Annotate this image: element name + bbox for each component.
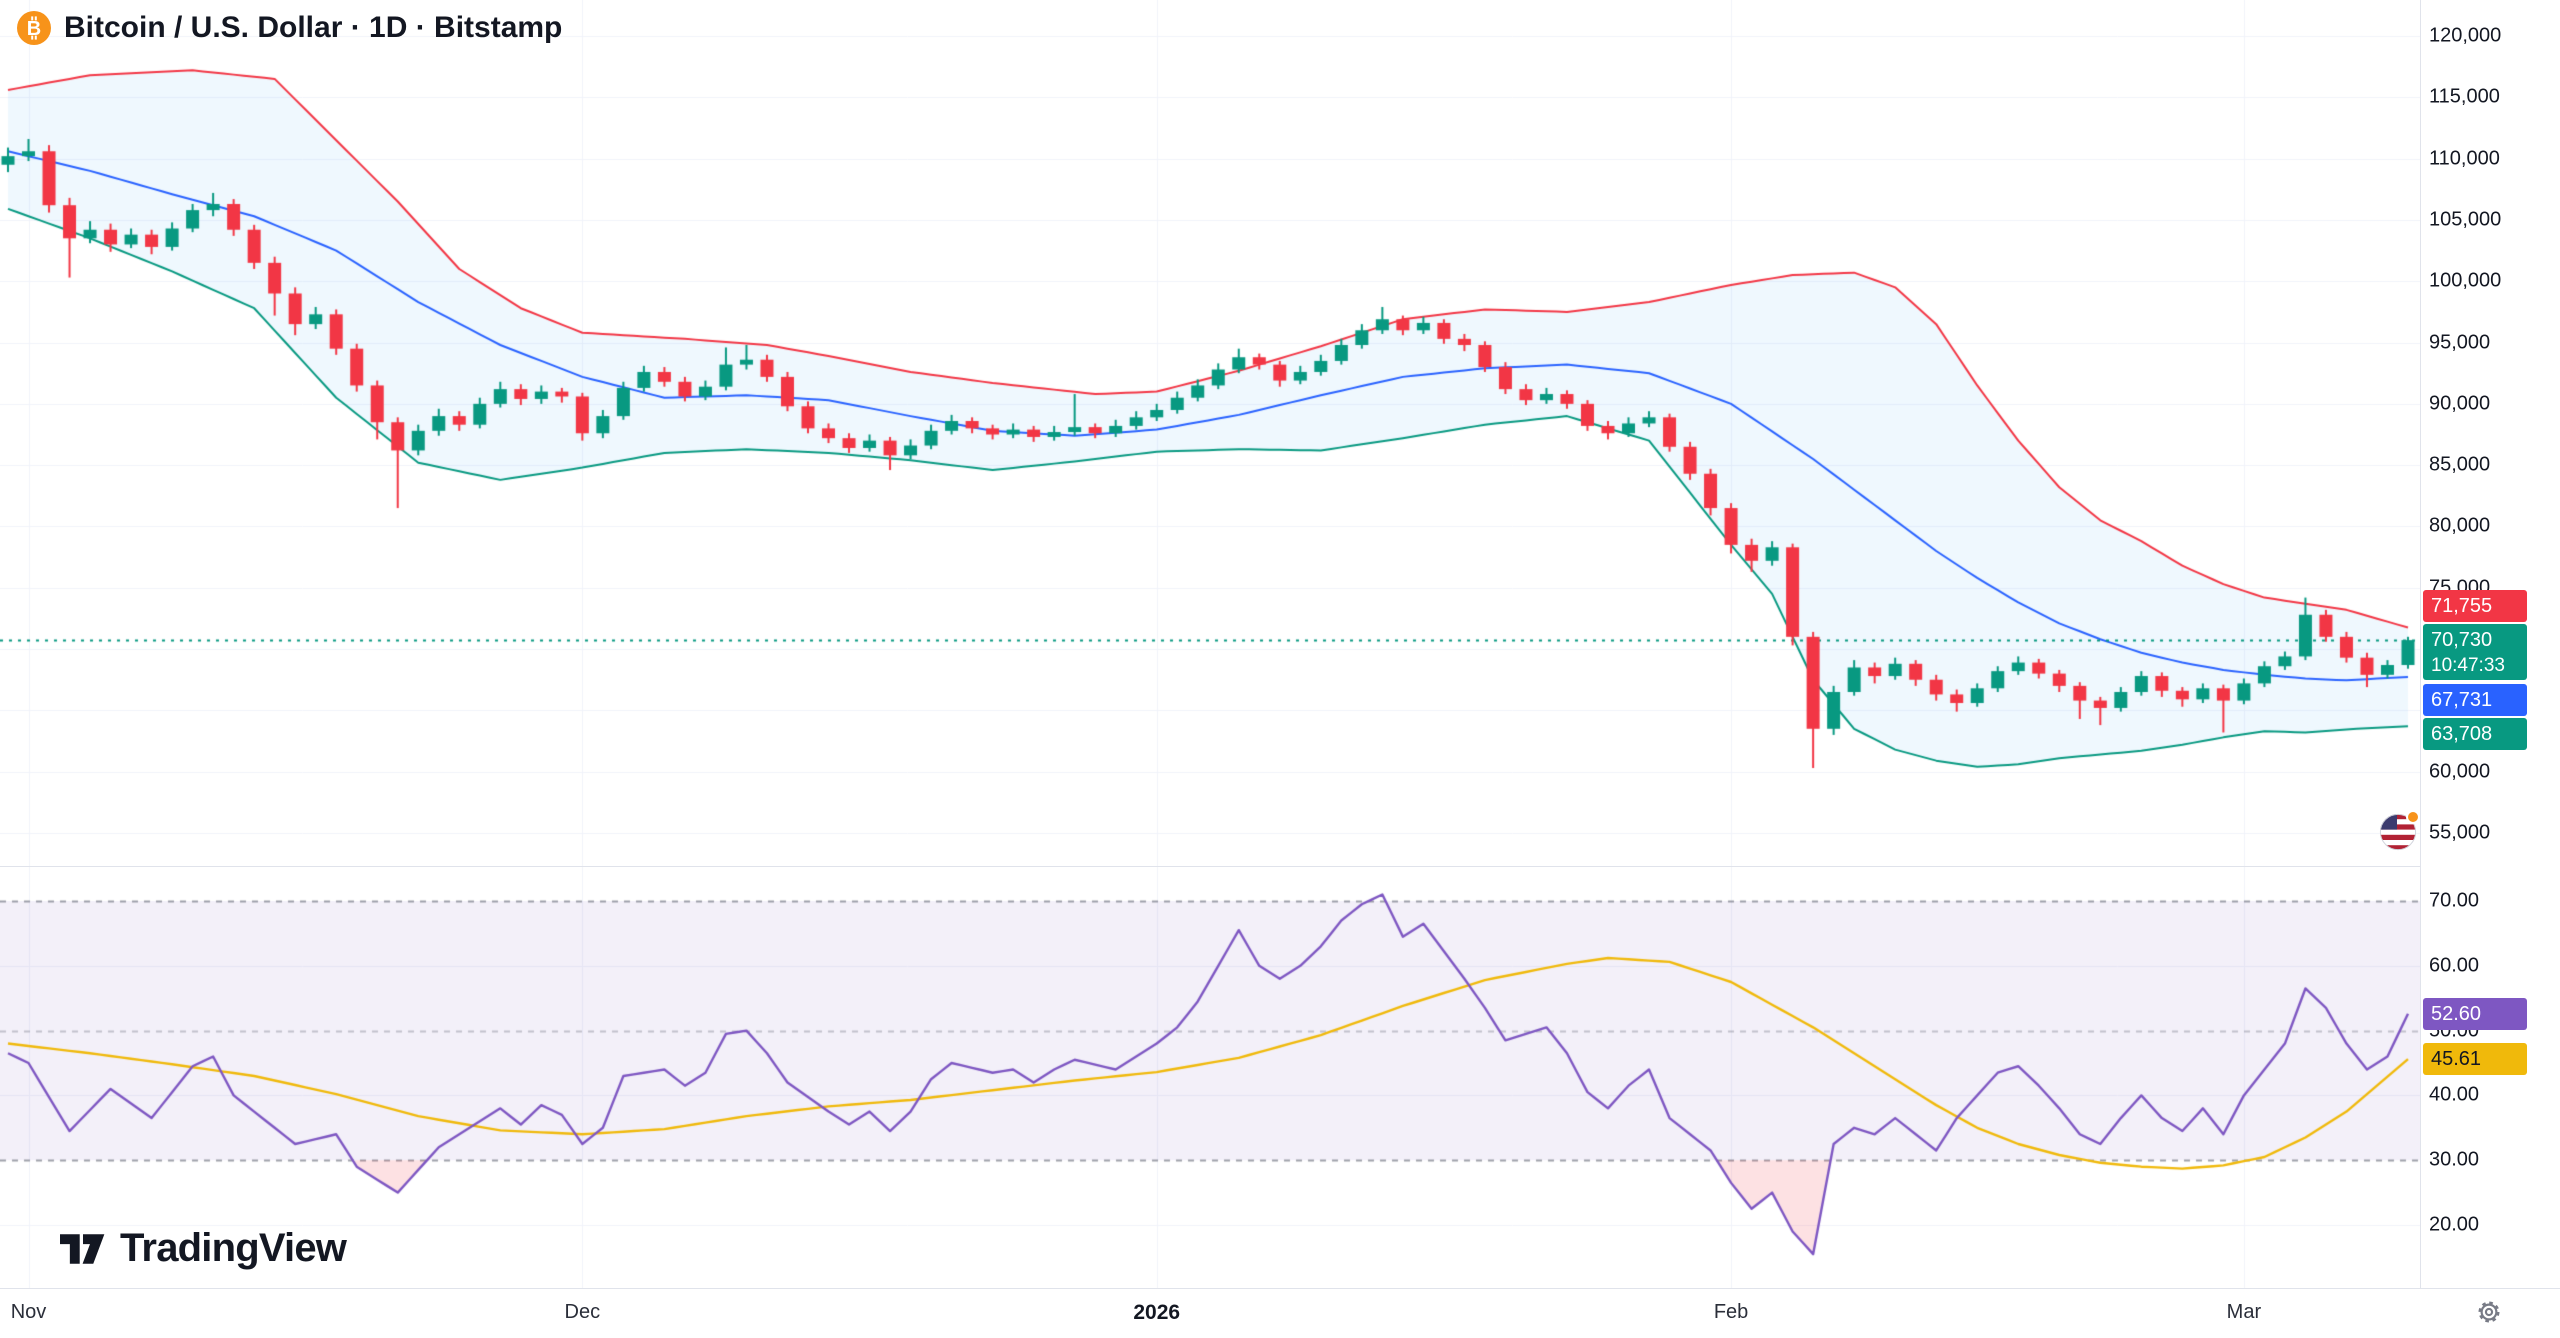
axis-tick-label: 115,000 bbox=[2429, 85, 2500, 108]
settings-gear-icon[interactable] bbox=[2476, 1299, 2502, 1325]
brand-name: TradingView bbox=[120, 1226, 347, 1270]
rsi-value: 52.60 bbox=[2431, 1002, 2482, 1025]
rsi-ma-value: 45.61 bbox=[2431, 1048, 2482, 1071]
bb-lower-value: 63,708 bbox=[2431, 723, 2493, 746]
price-axis-separator bbox=[2420, 0, 2421, 1338]
bb-basis-badge: 67,731 bbox=[2423, 684, 2527, 717]
axis-tick-label: 100,000 bbox=[2429, 269, 2502, 292]
axis-tick-label: 60,000 bbox=[2429, 760, 2491, 783]
bb-upper-badge: 71,755 bbox=[2423, 590, 2527, 623]
price-axis[interactable]: 120,000 115,000 110,000 105,000 100,000 95,00… bbox=[2421, 0, 2560, 1288]
axis-tick-label: 40.00 bbox=[2429, 1083, 2480, 1106]
time-tick-label: Mar bbox=[2226, 1301, 2262, 1323]
time-tick-label: Feb bbox=[1713, 1301, 1749, 1323]
axis-tick-label: 70.00 bbox=[2429, 889, 2480, 912]
last-price-badge: 70,730 10:47:33 bbox=[2423, 624, 2527, 681]
svg-text:B: B bbox=[27, 18, 41, 40]
bitcoin-icon: B bbox=[16, 10, 52, 46]
axis-tick-label: 110,000 bbox=[2429, 147, 2500, 170]
time-axis[interactable]: Nov Dec 2026 Feb Mar bbox=[0, 1289, 2560, 1338]
rsi-badge: 52.60 bbox=[2423, 997, 2527, 1030]
axis-tick-label: 30.00 bbox=[2429, 1148, 2480, 1171]
axis-tick-label: 60.00 bbox=[2429, 954, 2480, 977]
axis-tick-label: 85,000 bbox=[2429, 453, 2491, 476]
usd-flag-icon[interactable] bbox=[2378, 808, 2422, 857]
time-tick-label: Nov bbox=[10, 1301, 47, 1323]
symbol-title: Bitcoin / U.S. Dollar · 1D · Bitstamp bbox=[64, 11, 563, 44]
axis-tick-label: 105,000 bbox=[2429, 208, 2502, 231]
axis-tick-label: 120,000 bbox=[2429, 24, 2502, 47]
axis-tick-label: 20.00 bbox=[2429, 1213, 2480, 1236]
price-pane-canvas[interactable] bbox=[0, 0, 2420, 866]
symbol-header[interactable]: B Bitcoin / U.S. Dollar · 1D · Bitstamp bbox=[16, 10, 562, 46]
bb-upper-value: 71,755 bbox=[2431, 595, 2493, 618]
axis-tick-label: 95,000 bbox=[2429, 331, 2491, 354]
rsi-pane-canvas[interactable] bbox=[0, 866, 2420, 1288]
axis-tick-label: 80,000 bbox=[2429, 514, 2491, 537]
tradingview-logo-icon bbox=[60, 1233, 106, 1264]
time-tick-label: Dec bbox=[564, 1301, 601, 1323]
last-price-value: 70,730 bbox=[2431, 629, 2493, 652]
bar-countdown: 10:47:33 bbox=[2431, 655, 2505, 677]
tradingview-logo[interactable]: TradingView bbox=[60, 1226, 347, 1271]
axis-tick-label: 90,000 bbox=[2429, 392, 2491, 415]
rsi-ma-badge: 45.61 bbox=[2423, 1043, 2527, 1076]
axis-tick-label: 55,000 bbox=[2429, 821, 2491, 844]
time-tick-label: 2026 bbox=[1133, 1301, 1181, 1324]
time-axis-separator bbox=[0, 1288, 2560, 1289]
bb-lower-badge: 63,708 bbox=[2423, 718, 2527, 751]
pane-separator[interactable] bbox=[0, 866, 2560, 867]
bb-basis-value: 67,731 bbox=[2431, 689, 2493, 712]
